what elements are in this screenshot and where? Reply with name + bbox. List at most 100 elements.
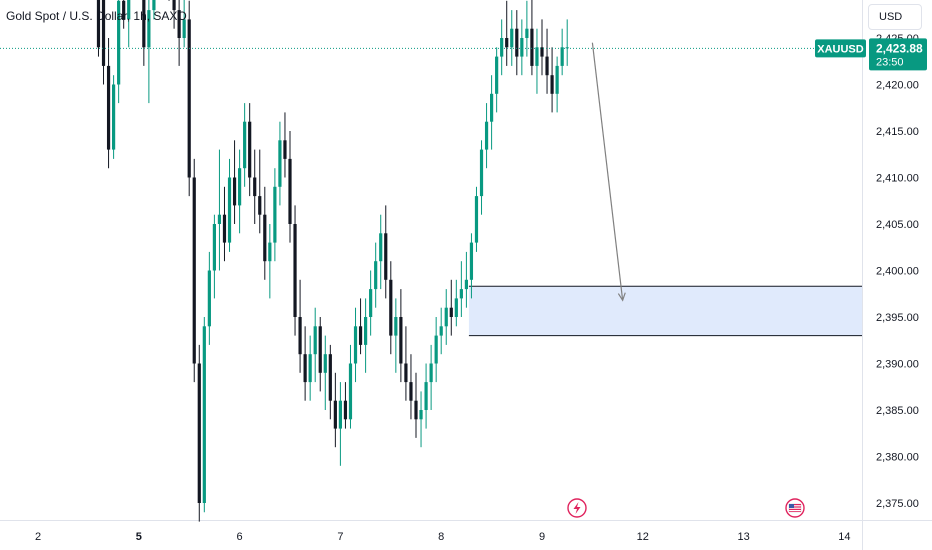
y-tick-label: 2,395.00	[876, 312, 919, 324]
y-tick-label: 2,390.00	[876, 359, 919, 371]
candle	[177, 0, 181, 66]
candle	[142, 0, 146, 66]
y-tick-label: 2,410.00	[876, 173, 919, 185]
x-tick-label: 14	[838, 531, 850, 543]
candle	[323, 335, 327, 410]
y-tick-label: 2,405.00	[876, 219, 919, 231]
x-tick-label: 9	[539, 531, 545, 543]
candle	[474, 186, 479, 252]
candle	[374, 242, 378, 308]
candle	[298, 279, 302, 373]
candle	[389, 261, 393, 355]
candle	[248, 103, 252, 197]
candle	[333, 372, 337, 448]
candle	[238, 149, 242, 234]
projection-arrow[interactable]	[591, 42, 626, 302]
demand-zone-layer	[468, 285, 862, 337]
candle	[525, 0, 529, 57]
candle-series	[96, 0, 569, 522]
countdown-text: 23:50	[876, 56, 904, 68]
candle	[464, 251, 468, 308]
x-tick-label: 2	[35, 531, 41, 543]
candle	[303, 326, 307, 401]
x-tick-label: 12	[637, 531, 649, 543]
candle	[520, 19, 524, 76]
candle	[515, 10, 519, 76]
chart-overlay	[0, 42, 862, 302]
candle	[232, 140, 237, 224]
candle	[434, 317, 438, 383]
candle	[353, 307, 358, 383]
candle	[328, 344, 332, 420]
x-tick-label: 6	[237, 531, 243, 543]
candle	[96, 0, 101, 57]
candle	[535, 28, 539, 94]
candle	[449, 279, 453, 336]
candle	[278, 121, 282, 206]
symbol-tag-text: XAUUSD	[817, 43, 864, 55]
candle	[217, 149, 222, 271]
candle	[263, 186, 267, 280]
candle	[122, 0, 126, 29]
candle	[429, 344, 433, 410]
candle	[227, 158, 232, 252]
candle	[258, 149, 262, 234]
us-flag-icon[interactable]	[785, 498, 805, 518]
candle	[243, 103, 247, 187]
price-tag-text: 2,423.88	[876, 41, 923, 55]
candle	[399, 289, 403, 383]
candle	[565, 19, 569, 66]
candle	[510, 10, 514, 66]
candle	[152, 0, 156, 20]
lightning-icon[interactable]	[567, 498, 587, 518]
candle	[459, 261, 463, 317]
candle	[117, 0, 121, 104]
candle	[530, 0, 534, 76]
candle	[379, 214, 383, 290]
candle	[127, 0, 131, 48]
candle	[404, 326, 408, 401]
candle	[348, 344, 353, 429]
x-tick-label: 13	[737, 531, 749, 543]
candle	[444, 289, 448, 345]
candle	[268, 224, 272, 299]
currency-button[interactable]: USD	[868, 4, 922, 30]
candle	[454, 279, 458, 327]
y-tick-label: 2,380.00	[876, 452, 919, 464]
candle	[147, 0, 151, 104]
candle	[469, 233, 474, 299]
candle	[293, 205, 297, 336]
demand-zone[interactable]	[468, 286, 862, 336]
candle	[101, 0, 106, 85]
price-axis: 2,440.002,435.002,430.002,425.002,420.00…	[876, 33, 919, 510]
candle	[484, 103, 489, 169]
candle	[253, 149, 257, 224]
candle	[560, 28, 564, 76]
y-tick-label: 2,375.00	[876, 498, 919, 510]
candle	[168, 0, 170, 1]
candle	[424, 363, 428, 429]
candle	[369, 270, 373, 336]
candle	[318, 317, 322, 392]
candle	[343, 382, 348, 429]
candle	[273, 168, 277, 262]
x-tick-label: 5	[136, 531, 142, 543]
candle	[187, 0, 191, 197]
candle	[308, 335, 312, 401]
x-tick-label: 7	[337, 531, 343, 543]
y-tick-label: 2,415.00	[876, 126, 919, 138]
x-tick-label: 8	[438, 531, 444, 543]
candle	[207, 251, 211, 345]
y-tick-label: 2,385.00	[876, 405, 919, 417]
time-axis: 2 5 6 7 8 9 12 13 14	[35, 531, 851, 543]
y-tick-label: 2,420.00	[876, 80, 919, 92]
candle	[495, 47, 499, 113]
candle	[550, 47, 554, 113]
candle	[500, 19, 504, 76]
candle	[338, 382, 342, 466]
candle	[112, 75, 116, 159]
candle	[479, 140, 484, 215]
candle	[394, 298, 398, 373]
